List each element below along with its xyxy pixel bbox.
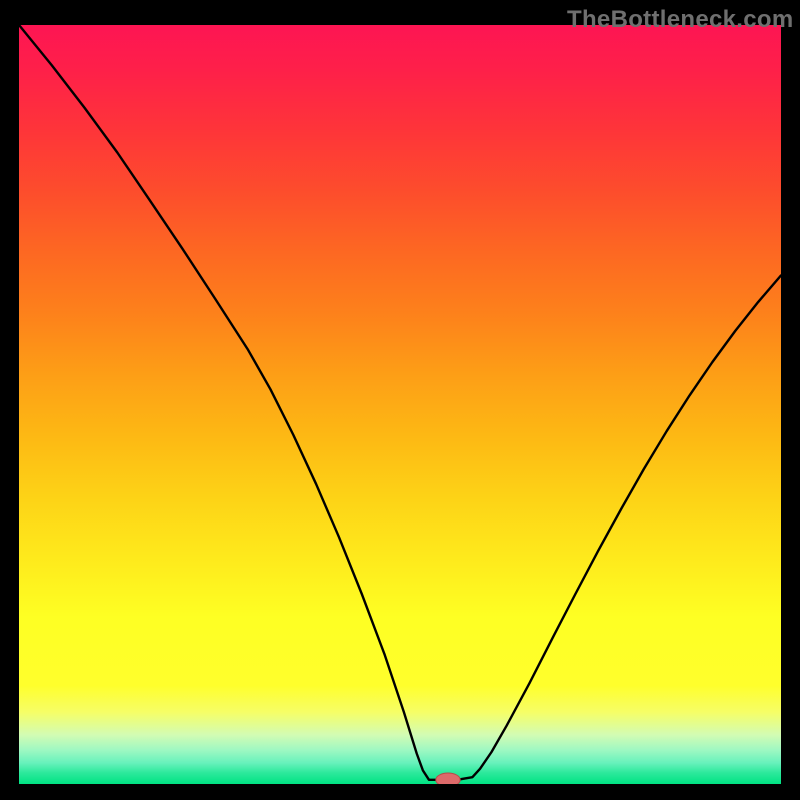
chart-frame: TheBottleneck.com bbox=[0, 0, 800, 800]
watermark-label: TheBottleneck.com bbox=[567, 6, 793, 34]
plot-svg bbox=[19, 25, 781, 784]
plot-background bbox=[19, 25, 781, 784]
plot-area bbox=[19, 25, 781, 784]
optimum-marker bbox=[436, 773, 460, 784]
